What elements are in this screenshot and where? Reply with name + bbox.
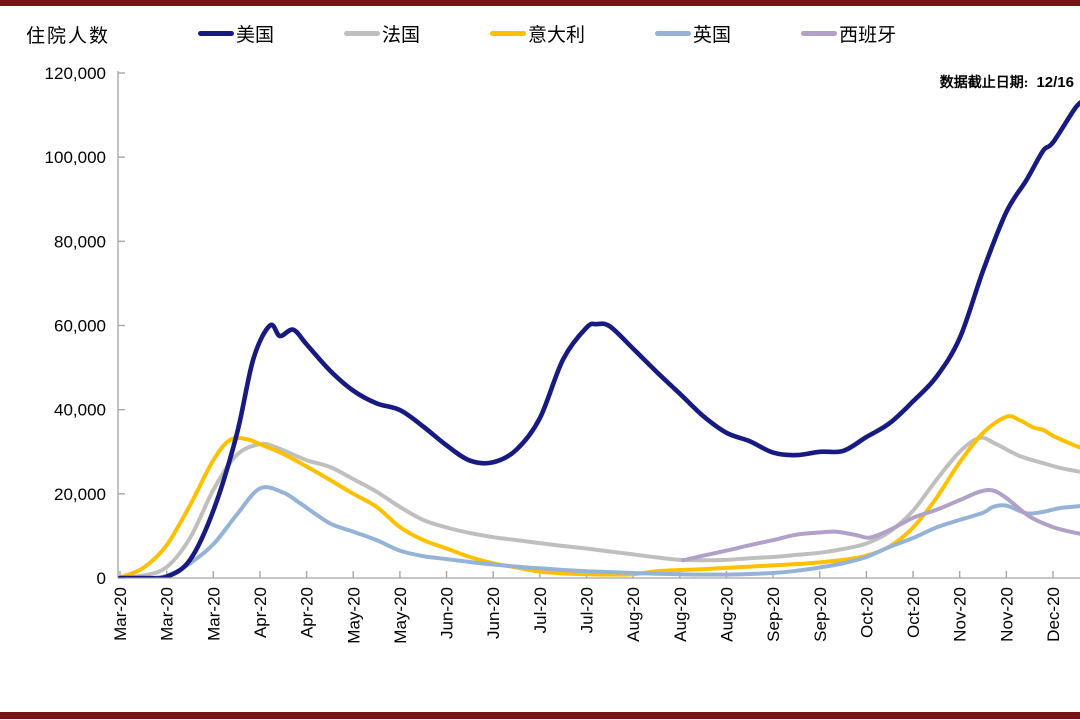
x-tick-label: Apr-20 [298,587,317,638]
y-tick-label: 120,000 [45,64,106,83]
legend-marker-spain [801,31,838,36]
x-tick-label: Dec-20 [1044,587,1063,642]
x-tick-label: Jul-20 [578,587,597,633]
line-chart: 0 20,000 40,000 60,000 80,000 100,000 120,000 M… [45,64,1080,644]
legend-item-spain: 西班牙 [801,20,896,47]
x-tick-label: Jul-20 [531,587,550,633]
x-tick-label: Jun-20 [484,587,503,639]
x-tick-label: Mar-20 [111,587,130,641]
y-tick-label: 40,000 [54,401,106,420]
x-tick-label: Apr-20 [251,587,270,638]
y-tick-label: 80,000 [54,232,106,251]
data-cutoff-label: 数据截止日期: [939,76,1029,91]
x-tick-label: Sep-20 [764,587,783,642]
legend-marker-france [344,31,381,36]
chart-legend: 美国 法国 意大利 英国 西班牙 [198,20,896,47]
line-italy [118,414,1080,578]
legend-item-uk: 英国 [655,20,731,47]
x-tick-label: Mar-20 [204,587,223,641]
x-tick-label: Aug-20 [717,587,736,642]
chart-title: 住院人数 [26,26,111,47]
y-tick-label: 60,000 [54,317,106,336]
legend-item-italy: 意大利 [490,20,585,47]
x-tick-label: Nov-20 [997,587,1016,642]
legend-label-usa: 美国 [236,25,275,46]
x-tick-label: May-20 [391,587,410,644]
x-tick-label: Mar-20 [158,587,177,641]
legend-label-spain: 西班牙 [839,25,897,46]
x-tick-label: Sep-20 [811,587,830,642]
x-tick-label: Aug-20 [671,587,690,642]
bottom-accent-bar [0,712,1080,719]
x-tick-label: Jun-20 [438,587,457,639]
x-tick-label: Oct-20 [857,587,876,638]
line-uk [118,485,1080,578]
legend-label-italy: 意大利 [528,25,586,46]
y-tick-label: 20,000 [54,485,106,504]
data-cutoff-note: 数据截止日期: 12/16 [940,72,1074,92]
x-tick-label: May-20 [344,587,363,644]
x-axis-labels: Mar-20 Mar-20 Mar-20 Apr-20 Apr-20 May-20 May-… [111,571,1063,644]
line-france [118,435,1080,578]
legend-label-uk: 英国 [693,25,732,46]
top-accent-bar [0,0,1080,6]
legend-label-france: 法国 [382,25,421,46]
legend-marker-uk [655,31,692,36]
y-tick-label: 0 [97,569,106,588]
y-axis-labels: 0 20,000 40,000 60,000 80,000 100,000 120,000 [45,64,125,588]
line-spain [681,487,1080,563]
legend-item-usa: 美国 [198,20,274,47]
x-tick-label: Aug-20 [624,587,643,642]
x-tick-label: Oct-20 [904,587,923,638]
y-tick-label: 100,000 [45,148,106,167]
legend-marker-italy [490,31,527,36]
data-cutoff-value: 12/16 [1036,74,1074,91]
legend-marker-usa [198,31,234,36]
legend-item-france: 法国 [344,20,420,47]
line-usa [118,100,1080,578]
x-tick-label: Nov-20 [951,587,970,642]
plot-area [118,100,1080,578]
